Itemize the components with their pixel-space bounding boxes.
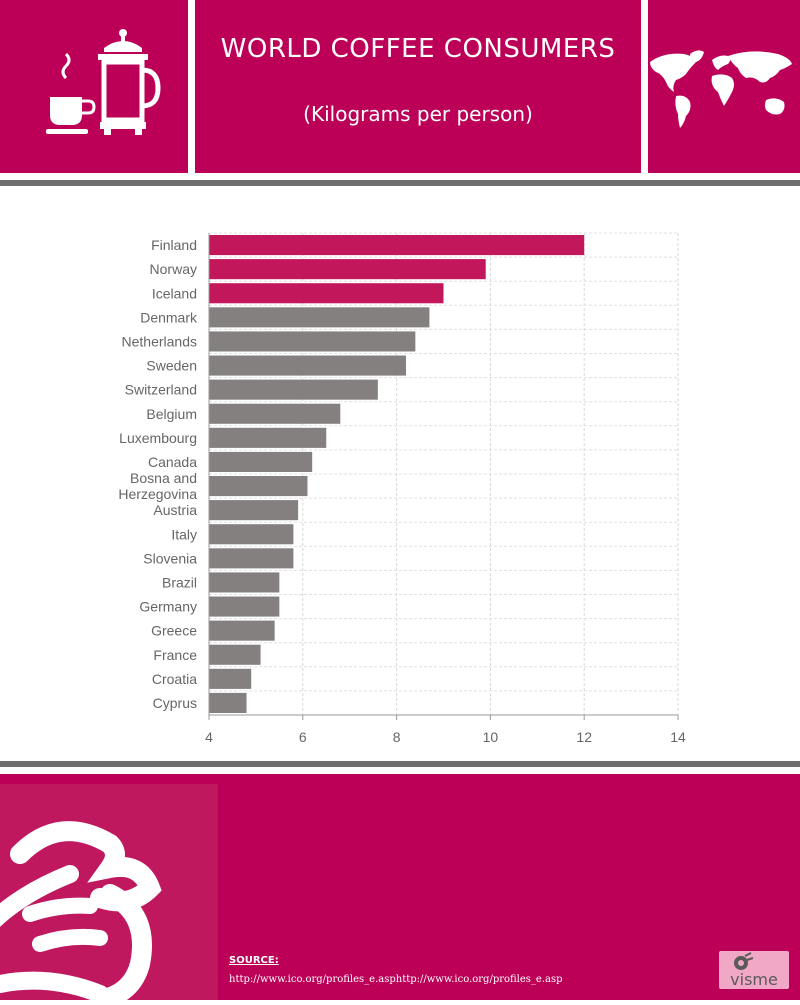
visme-logo[interactable]: visme xyxy=(719,951,789,989)
header-left-panel xyxy=(0,0,188,173)
top-divider xyxy=(0,180,800,186)
category-label: Iceland xyxy=(152,285,197,301)
category-label: Croatia xyxy=(152,671,197,687)
bar xyxy=(209,379,378,400)
bar xyxy=(209,620,275,641)
category-label: Cyprus xyxy=(153,695,197,711)
page-subtitle: (Kilograms per person) xyxy=(303,102,533,126)
bar xyxy=(209,524,294,545)
category-label: Austria xyxy=(153,502,197,518)
x-tick-label: 10 xyxy=(483,729,499,745)
footer-deco-panel xyxy=(0,784,218,1005)
x-tick-label: 14 xyxy=(670,729,686,745)
category-label: Greece xyxy=(151,623,197,639)
bar xyxy=(209,500,299,521)
category-label: Slovenia xyxy=(143,550,197,566)
category-label: Denmark xyxy=(140,309,198,325)
category-label: Italy xyxy=(171,526,197,542)
category-label: Sweden xyxy=(146,358,197,374)
bar-chart: Finland Norway Iceland Denmark Netherlands Sw… xyxy=(118,232,686,745)
category-label: Netherlands xyxy=(122,333,198,349)
bar xyxy=(209,259,486,280)
bar xyxy=(209,307,430,328)
bar xyxy=(209,331,416,352)
x-tick-label: 8 xyxy=(393,729,401,745)
source-url[interactable]: http://www.ico.org/profiles_e.asphttp://… xyxy=(229,974,563,985)
chart: Finland Norway Iceland Denmark Netherlands Sw… xyxy=(0,215,800,755)
header-title-panel xyxy=(195,0,641,173)
bar xyxy=(209,403,341,424)
category-label: Germany xyxy=(139,599,197,615)
bottom-divider xyxy=(0,761,800,767)
category-label: Norway xyxy=(150,261,197,277)
category-label: Canada xyxy=(148,454,197,470)
category-label: Belgium xyxy=(146,406,197,422)
bar xyxy=(209,283,444,304)
category-label: France xyxy=(153,647,197,663)
category-label: Luxembourg xyxy=(119,430,197,446)
bar xyxy=(209,596,280,617)
bar xyxy=(209,476,308,497)
page-title: WORLD COFFEE CONSUMERS xyxy=(220,34,616,64)
category-label: Brazil xyxy=(162,574,197,590)
bar xyxy=(209,692,247,713)
category-label: Switzerland xyxy=(125,382,197,398)
bar xyxy=(209,572,280,593)
category-label: Herzegovina xyxy=(118,486,197,502)
x-tick-label: 12 xyxy=(576,729,592,745)
bar xyxy=(209,235,585,256)
logo-mark-icon xyxy=(734,952,754,970)
bar xyxy=(209,355,406,376)
category-label: Bosna and xyxy=(130,470,197,486)
header-right-panel xyxy=(648,0,800,173)
coffee-press-icon xyxy=(46,29,161,135)
source-label: SOURCE: xyxy=(229,955,279,966)
bar xyxy=(209,668,252,689)
category-label: Finland xyxy=(151,237,197,253)
world-map-icon xyxy=(650,50,792,128)
x-tick-label: 4 xyxy=(205,729,213,745)
hand-icon xyxy=(0,821,162,1005)
logo-text: visme xyxy=(730,970,778,989)
bar xyxy=(209,427,327,448)
x-tick-label: 6 xyxy=(299,729,307,745)
bar xyxy=(209,548,294,569)
bar xyxy=(209,451,313,472)
bar xyxy=(209,644,261,665)
